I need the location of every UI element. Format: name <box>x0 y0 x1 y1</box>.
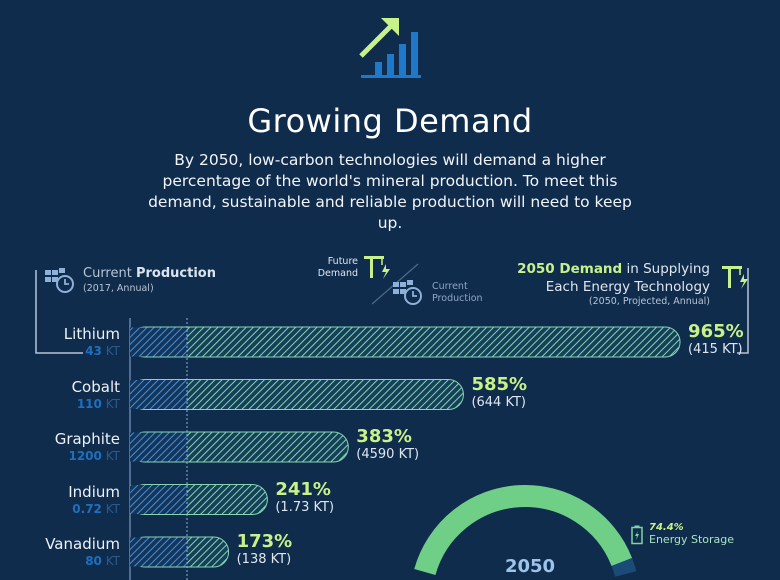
current-production-value: 43 KT <box>30 344 120 358</box>
production-unit: KT <box>105 501 120 516</box>
demand-amount-label: (644 KT) <box>471 394 526 410</box>
demand-percent-label: 383% <box>356 426 412 447</box>
production-number: 110 <box>76 396 102 411</box>
crane-lightning-icon-right <box>722 266 748 289</box>
legend-current-production-ratio: Current Production <box>432 281 483 304</box>
demand-percent-label: 173% <box>236 531 293 552</box>
legend-bracket-left <box>35 270 83 354</box>
legend-future-demand: Future Demand <box>317 256 358 279</box>
page-subtitle: By 2050, low-carbon technologies will de… <box>148 151 632 232</box>
current-production-value: 80 KT <box>30 554 120 568</box>
legend-demand-bold: 2050 Demand <box>517 261 623 277</box>
crane-lightning-icon <box>364 256 390 279</box>
production-number: 80 <box>85 554 102 568</box>
legend-current-note: (2017, Annual) <box>83 283 154 294</box>
demand-percent-label: 241% <box>275 478 331 500</box>
legend-demand-line1: 2050 Demand in Supplying <box>470 260 710 278</box>
production-unit: KT <box>105 449 120 463</box>
current-production-bar <box>130 485 187 514</box>
demand-amount-label: (415 KT) <box>688 342 743 357</box>
battery-icon <box>631 525 643 545</box>
donut-center-label: 2050 <box>504 556 556 577</box>
current-production-value: 110 KT <box>30 397 120 411</box>
current-production-bar <box>130 380 187 409</box>
category-label: Graphite <box>54 430 120 448</box>
legend-demand: 2050 Demand in Supplying Each Energy Tec… <box>470 260 710 308</box>
demand-percent-label: 965% <box>688 321 744 342</box>
production-number: 0.72 <box>72 501 102 516</box>
production-clock-icon-small <box>393 280 422 305</box>
current-production-bar <box>130 537 187 567</box>
legend-demand-rest: in Supplying <box>622 261 711 277</box>
production-clock-icon <box>45 268 74 293</box>
donut-segment-label: Energy Storage <box>649 533 735 546</box>
current-production-value: 0.72 KT <box>30 502 120 516</box>
donut-segment-other <box>611 557 637 577</box>
current-production-value: 1200 KT <box>30 449 120 463</box>
current-production-bar <box>130 432 187 462</box>
production-unit: KT <box>105 344 120 358</box>
legend-demand-line2: Each Energy Technology <box>545 279 710 295</box>
demand-amount-label: (1.73 KT) <box>275 499 335 515</box>
legend-bracket-right <box>737 268 749 354</box>
legend-demand-note: (2050, Projected, Annual) <box>588 296 710 307</box>
current-production-bar <box>130 327 187 357</box>
donut-segment-value: 74.4% <box>649 522 684 533</box>
legend-current-production: Current Production <box>83 266 216 281</box>
legend-current-bold: Production <box>135 266 216 281</box>
category-label: Indium <box>68 482 120 501</box>
page-title: Growing Demand <box>247 102 533 140</box>
production-unit: KT <box>105 396 120 411</box>
demand-bar <box>129 326 681 358</box>
demand-amount-label: (4590 KT) <box>356 447 420 462</box>
production-unit: KT <box>105 554 120 568</box>
donut-segment-energy-storage <box>414 485 633 576</box>
demand-amount-label: (138 KT) <box>236 552 292 567</box>
category-label: Vanadium <box>45 535 120 553</box>
production-number: 43 <box>85 344 102 358</box>
production-number: 1200 <box>68 449 102 463</box>
category-label: Lithium <box>63 325 120 343</box>
legend-current-prefix: Current <box>83 266 136 281</box>
growth-chart-arrow-icon <box>359 18 421 78</box>
category-label: Cobalt <box>71 377 120 396</box>
demand-percent-label: 585% <box>471 373 528 395</box>
